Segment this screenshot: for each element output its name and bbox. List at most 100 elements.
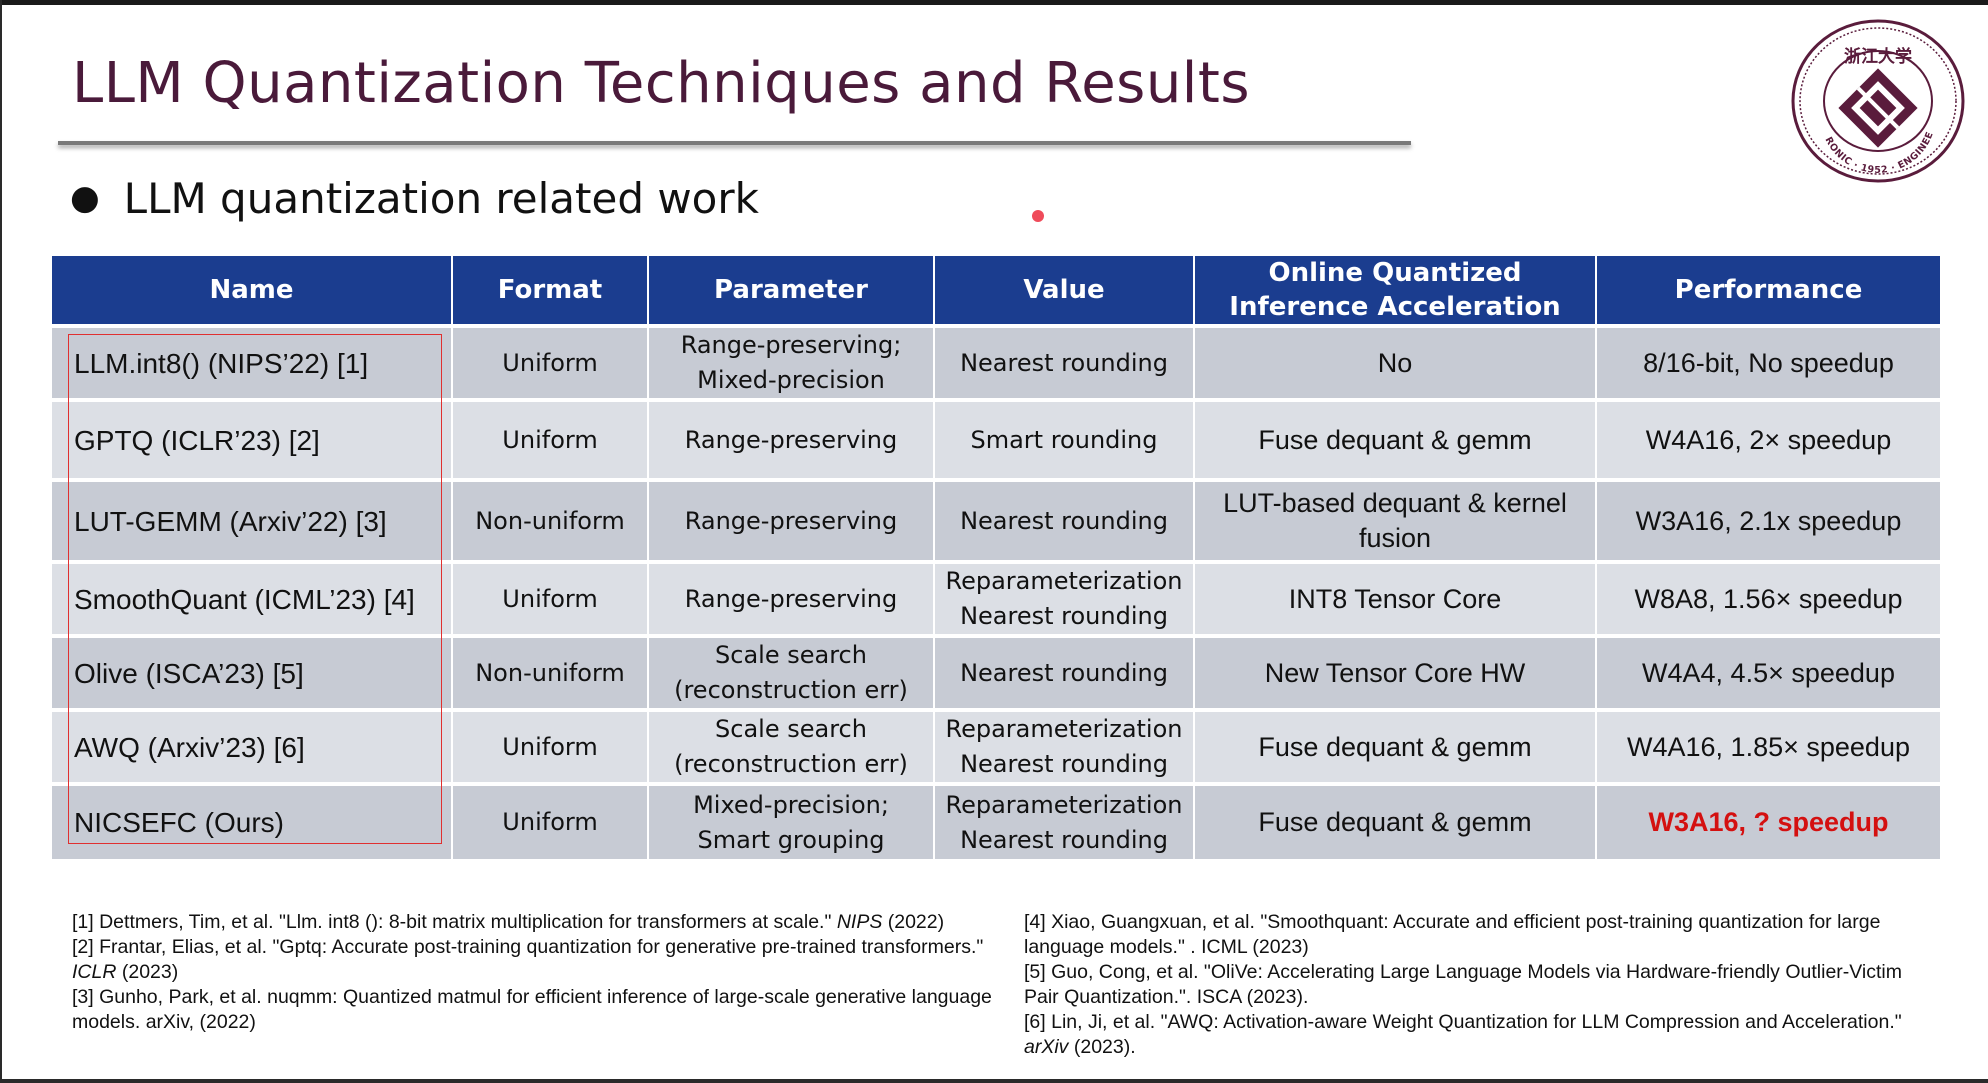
- parameter-cell-line: Range-preserving: [684, 506, 898, 535]
- bottom-border: [0, 1079, 1988, 1083]
- parameter-cell-line: Range-preserving;: [680, 331, 902, 359]
- seal-chinese-text: 浙江大学: [1844, 46, 1912, 67]
- value-cell-line: Nearest rounding: [960, 602, 1168, 630]
- left-border: [0, 0, 2, 1083]
- format-cell: Non-uniform: [452, 634, 649, 710]
- value-cell-line: Nearest rounding: [960, 750, 1168, 778]
- parameter-cell: Scale search (reconstruction err): [648, 634, 935, 710]
- related-work-table: Name Format Parameter Value Online Quantized…: [52, 256, 1940, 859]
- parameter-cell-line: Smart grouping: [697, 825, 885, 854]
- header-cell: Online Quantized Inference Acceleration: [1194, 256, 1597, 326]
- reference-item: [1] Dettmers, Tim, et al. "Llm. int8 ():…: [72, 910, 1010, 935]
- reference-venue: arXiv: [1024, 1036, 1069, 1058]
- parameter-cell-line: Mixed-precision: [697, 366, 885, 394]
- name-cell: LLM.int8() (NIPS’22) [1]: [52, 324, 453, 400]
- header-cell: Performance: [1596, 256, 1940, 326]
- reference-year: (2022): [882, 911, 945, 933]
- references-left: [1] Dettmers, Tim, et al. "Llm. int8 ():…: [72, 910, 1010, 1035]
- header-row: Name Format Parameter Value Online Quantized…: [52, 256, 1940, 326]
- value-cell: Nearest rounding: [934, 478, 1195, 562]
- acceleration-cell: New Tensor Core HW: [1194, 634, 1597, 710]
- value-cell-line: Reparameterization: [945, 567, 1183, 595]
- reference-text: [2] Frantar, Elias, et al. "Gptq: Accura…: [72, 936, 984, 958]
- value-cell: Reparameterization Nearest rounding: [934, 708, 1195, 784]
- parameter-cell-line: Range-preserving: [684, 425, 898, 454]
- acceleration-cell-line: Fuse dequant & gemm: [1258, 424, 1532, 455]
- value-cell: Reparameterization Nearest rounding: [934, 560, 1195, 636]
- acceleration-cell: INT8 Tensor Core: [1194, 560, 1597, 636]
- acceleration-cell: LUT-based dequant & kernel fusion: [1194, 478, 1597, 562]
- value-cell-line: Nearest rounding: [960, 825, 1168, 854]
- acceleration-cell-line: LUT-based dequant & kernel: [1223, 488, 1567, 518]
- value-cell-line: Nearest rounding: [960, 506, 1168, 535]
- header-cell: Parameter: [648, 256, 935, 326]
- reference-item: [6] Lin, Ji, et al. "AWQ: Activation-awa…: [1024, 1010, 1934, 1060]
- name-cell: LUT-GEMM (Arxiv’22) [3]: [52, 478, 453, 562]
- format-cell: Uniform: [452, 782, 649, 859]
- reference-item: [3] Gunho, Park, et al. nuqmm: Quantized…: [72, 985, 1010, 1035]
- performance-cell: W4A16, 1.85× speedup: [1596, 708, 1940, 784]
- top-border: [0, 0, 1988, 5]
- format-cell: Non-uniform: [452, 478, 649, 562]
- parameter-cell-line: Range-preserving: [684, 584, 898, 613]
- table-row: AWQ (Arxiv’23) [6] Uniform Scale search (re…: [52, 708, 1940, 784]
- performance-cell: W4A4, 4.5× speedup: [1596, 634, 1940, 710]
- value-cell-line: Reparameterization: [945, 715, 1183, 743]
- header-cell: Value: [934, 256, 1195, 326]
- title-underline: [58, 141, 1411, 145]
- performance-cell: W3A16, 2.1x speedup: [1596, 478, 1940, 562]
- parameter-cell: Range-preserving: [648, 398, 935, 480]
- reference-venue: NIPS: [836, 911, 883, 933]
- header-cell: Name: [52, 256, 453, 326]
- parameter-cell: Range-preserving; Mixed-precision: [648, 324, 935, 400]
- reference-text: [6] Lin, Ji, et al. "AWQ: Activation-awa…: [1024, 1011, 1902, 1033]
- value-cell-line: Smart rounding: [970, 425, 1158, 454]
- table-row: SmoothQuant (ICML’23) [4] Uniform Range-pr…: [52, 560, 1940, 636]
- reference-text: [3] Gunho, Park, et al. nuqmm: Quantized…: [72, 986, 992, 1033]
- table-row: GPTQ (ICLR’23) [2] Uniform Range-preservin…: [52, 398, 1940, 480]
- parameter-cell-line: (reconstruction err): [674, 750, 908, 778]
- table-row: NICSEFC (Ours) Uniform Mixed-precision; Sma…: [52, 782, 1940, 859]
- value-cell: Nearest rounding: [934, 634, 1195, 710]
- reference-year: (2023): [116, 961, 179, 983]
- header-cell: Format: [452, 256, 649, 326]
- reference-venue: ICLR: [72, 961, 117, 983]
- value-cell: Nearest rounding: [934, 324, 1195, 400]
- parameter-cell-line: Mixed-precision;: [693, 790, 889, 819]
- parameter-cell: Range-preserving: [648, 478, 935, 562]
- acceleration-cell: Fuse dequant & gemm: [1194, 782, 1597, 859]
- value-cell-line: Nearest rounding: [960, 348, 1168, 377]
- slide-title: LLM Quantization Techniques and Results: [72, 51, 1250, 116]
- reference-item: [4] Xiao, Guangxuan, et al. "Smoothquant…: [1024, 910, 1934, 960]
- acceleration-cell: Fuse dequant & gemm: [1194, 708, 1597, 784]
- table-header: Name Format Parameter Value Online Quantized…: [52, 256, 1940, 326]
- acceleration-cell-line: No: [1377, 347, 1413, 378]
- value-cell-line: Reparameterization: [945, 790, 1183, 819]
- table-body: LLM.int8() (NIPS’22) [1] Uniform Range-pre…: [52, 324, 1940, 859]
- acceleration-cell-line: New Tensor Core HW: [1264, 657, 1526, 688]
- name-cell: AWQ (Arxiv’23) [6]: [52, 708, 453, 784]
- reference-item: [2] Frantar, Elias, et al. "Gptq: Accura…: [72, 935, 1010, 985]
- acceleration-cell-line: INT8 Tensor Core: [1288, 583, 1502, 614]
- parameter-cell: Scale search (reconstruction err): [648, 708, 935, 784]
- acceleration-cell: Fuse dequant & gemm: [1194, 398, 1597, 480]
- performance-cell: W8A8, 1.56× speedup: [1596, 560, 1940, 636]
- reference-year: (2023).: [1068, 1036, 1136, 1058]
- reference-text: [5] Guo, Cong, et al. "OliVe: Accelerati…: [1024, 961, 1903, 1008]
- format-cell: Uniform: [452, 398, 649, 480]
- reference-item: [5] Guo, Cong, et al. "OliVe: Accelerati…: [1024, 960, 1934, 1010]
- name-cell: SmoothQuant (ICML’23) [4]: [52, 560, 453, 636]
- format-cell: Uniform: [452, 324, 649, 400]
- format-cell: Uniform: [452, 708, 649, 784]
- bullet-text: LLM quantization related work: [123, 174, 759, 223]
- university-seal-logo: 浙江大学 ELECTRONIC · 1952 · ENGINEERING: [1790, 18, 1965, 183]
- bullet-point: ● LLM quantization related work: [70, 170, 759, 227]
- parameter-cell-line: (reconstruction err): [674, 676, 908, 704]
- parameter-cell-line: Scale search: [715, 641, 867, 669]
- name-cell: NICSEFC (Ours): [52, 782, 453, 859]
- format-cell: Uniform: [452, 560, 649, 636]
- value-cell-line: Nearest rounding: [960, 658, 1168, 687]
- acceleration-cell: No: [1194, 324, 1597, 400]
- value-cell: Smart rounding: [934, 398, 1195, 480]
